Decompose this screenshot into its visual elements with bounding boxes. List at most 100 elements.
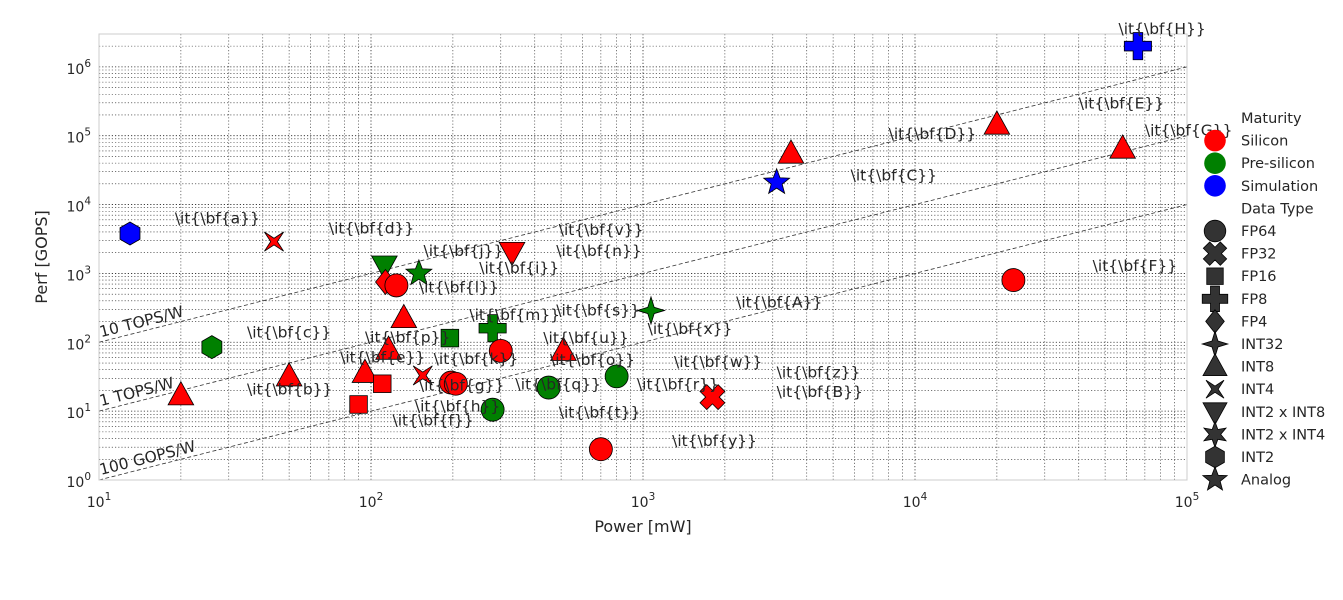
point-label: \it{\bf{E}} — [1079, 94, 1164, 112]
legend-label: Silicon — [1241, 134, 1288, 150]
legend-label: Analog — [1241, 473, 1291, 489]
legend-marker-triangle-down — [1202, 402, 1228, 426]
legend-marker-bowtie — [1205, 379, 1225, 399]
point-label: \it{\bf{m}} — [469, 306, 560, 324]
data-point-circle — [443, 371, 468, 396]
x-tick-label: 105 — [1175, 491, 1200, 511]
data-point-star4 — [636, 295, 666, 326]
point-label: \it{\bf{r}} — [637, 376, 719, 394]
legend-item: INT2 x INT4 — [1202, 420, 1325, 449]
y-tick-label: 100 — [66, 471, 91, 491]
legend-label: Pre-silicon — [1241, 156, 1315, 172]
data-point-hexagon — [201, 335, 223, 360]
point-label: \it{\bf{h}} — [415, 398, 500, 416]
point-label: \it{\bf{t}} — [559, 403, 641, 421]
data-point-circle — [488, 338, 513, 363]
legend-item: INT2 — [1205, 445, 1274, 469]
point-label: \it{\bf{c}} — [247, 323, 331, 341]
legend-marker-triangle-up — [1202, 353, 1228, 377]
legend-label: INT32 — [1241, 337, 1283, 353]
legend-marker-star6 — [1202, 420, 1228, 449]
y-tick-label: 102 — [66, 333, 91, 353]
efficiency-label: 1 TOPS/W — [98, 374, 176, 410]
data-point-circle — [604, 364, 629, 389]
legend: Maturity Silicon Pre-silicon Simulation Data… — [1200, 111, 1325, 491]
legend-item: Silicon — [1204, 129, 1288, 152]
legend-item: Pre-silicon — [1204, 152, 1315, 174]
point-label: \it{\bf{v}} — [559, 221, 644, 239]
legend-label: Simulation — [1241, 179, 1318, 195]
legend-item: FP32 — [1202, 241, 1277, 266]
data-point-triangle-up — [777, 139, 805, 164]
legend-item: INT8 — [1202, 353, 1274, 377]
legend-label: INT2 x INT4 — [1241, 427, 1325, 443]
data-point-triangle-up — [375, 335, 403, 360]
x-tick-label: 103 — [631, 491, 656, 511]
legend-item: FP8 — [1201, 285, 1267, 312]
point-label: \it{\bf{n}} — [556, 242, 641, 260]
data-point-circle — [384, 273, 409, 298]
data-point-triangle-down — [498, 241, 526, 267]
legend-item: INT2 x INT8 — [1202, 402, 1325, 426]
legend-title: Data Type — [1241, 201, 1314, 217]
x-axis-label: Power [mW] — [594, 517, 691, 536]
legend-label: INT2 x INT8 — [1241, 405, 1325, 421]
point-label: \it{\bf{p}} — [365, 328, 450, 346]
point-label: \it{\bf{H}} — [1119, 20, 1206, 38]
legend-marker-star5 — [1201, 465, 1229, 491]
point-label: \it{\bf{i}} — [479, 259, 559, 277]
y-tick-label: 101 — [66, 402, 91, 422]
data-point-circle — [1001, 268, 1026, 293]
data-point-circle — [536, 375, 561, 400]
point-label: \it{\bf{e}} — [340, 348, 425, 366]
data-point-triangle-up — [351, 358, 379, 383]
data-point-circle — [480, 397, 505, 422]
data-point-square — [349, 395, 368, 414]
point-label: \it{\bf{u}} — [543, 329, 628, 347]
point-label: \it{\bf{w}} — [674, 353, 762, 371]
point-label: \it{\bf{q}} — [516, 376, 601, 394]
legend-item: FP4 — [1205, 309, 1267, 334]
efficiency-line — [98, 135, 1188, 412]
legend-marker-square — [1206, 267, 1224, 285]
x-tick-label: 102 — [359, 491, 384, 511]
data-point-triangle-up — [390, 303, 418, 329]
efficiency-lines: 10 TOPS/W 1 TOPS/W 100 GOPS/W — [98, 66, 1188, 481]
point-label: \it{\bf{d}} — [329, 220, 414, 238]
legend-marker-hexagon — [1205, 445, 1225, 469]
point-label: \it{\bf{x}} — [648, 320, 733, 338]
point-label: \it{\bf{b}} — [247, 380, 332, 398]
data-point-triangle-up — [167, 380, 195, 406]
grid — [98, 33, 1187, 481]
point-labels: \it{\bf{a}} \it{\bf{b}} \it{\bf{c}} \it{\bf… — [175, 20, 1233, 450]
y-tick-label: 104 — [66, 196, 91, 216]
legend-label: INT2 — [1241, 450, 1274, 466]
point-label: \it{\bf{l}} — [419, 278, 499, 296]
point-label: \it{\bf{g}} — [419, 376, 504, 394]
legend-item: FP16 — [1206, 267, 1277, 285]
legend-item: FP64 — [1203, 219, 1277, 243]
legend-label: FP64 — [1241, 224, 1277, 240]
legend-item: Simulation — [1204, 175, 1318, 197]
data-point-triangle-down — [370, 255, 398, 281]
efficiency-line — [98, 204, 1188, 481]
legend-item: INT4 — [1205, 379, 1274, 399]
plot-frame — [98, 33, 1188, 481]
legend-marker-x — [1202, 241, 1228, 266]
legend-item: INT32 — [1200, 329, 1283, 359]
point-label: \it{\bf{D}} — [889, 125, 977, 143]
point-label: \it{\bf{s}} — [556, 301, 640, 319]
data-point-hexagon — [119, 221, 141, 246]
data-point-square — [373, 374, 392, 393]
legend-marker-circle — [1204, 152, 1226, 174]
x-tick-label: 101 — [87, 491, 112, 511]
y-axis-label: Perf [GOPS] — [32, 210, 51, 304]
legend-item: Analog — [1201, 465, 1291, 491]
legend-marker-circle — [1204, 175, 1226, 197]
data-point-x — [699, 384, 726, 411]
legend-label: FP32 — [1241, 247, 1277, 263]
legend-marker-plus — [1201, 285, 1229, 312]
data-point-star5 — [404, 258, 433, 286]
efficiency-label: 100 GOPS/W — [98, 437, 198, 479]
